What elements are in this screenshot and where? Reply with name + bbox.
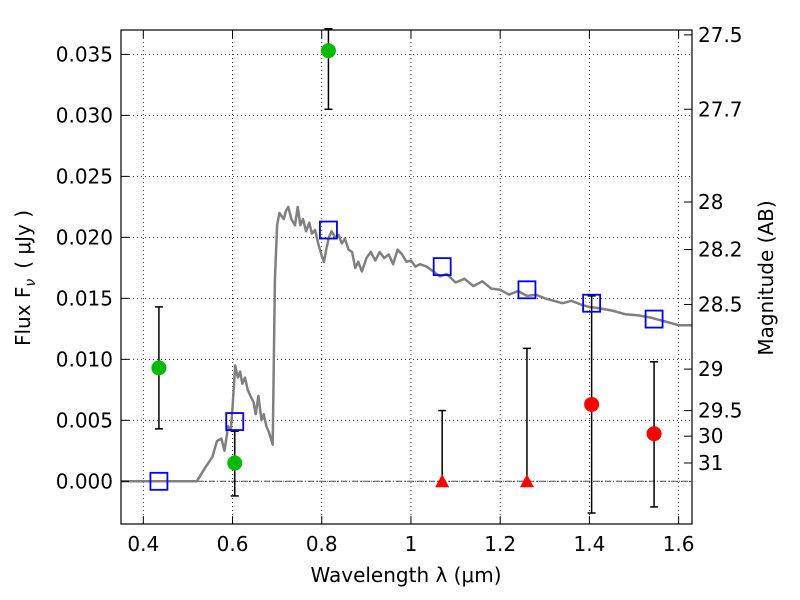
x-axis-label: Wavelength λ (μm) (310, 563, 501, 587)
model-spectrum (121, 205, 692, 483)
model-photometry-square (319, 220, 338, 240)
x-tick-label: 0.4 (127, 532, 159, 556)
model-spectrum-line (121, 205, 692, 483)
model-photometry-square (432, 257, 452, 277)
y-tick-label: 0.005 (56, 408, 113, 432)
model-photometry-square (149, 471, 169, 491)
x-tick-labels: 0.4 0.6 0.8 1 1.2 1.4 1.6 (127, 532, 694, 556)
axis-ticks (121, 30, 692, 524)
detection-point (227, 455, 243, 471)
x-tick-label: 0.8 (306, 532, 338, 556)
y-tick-label: 0.035 (56, 42, 113, 66)
y2-tick-label: 29 (698, 357, 723, 381)
upper-limit-triangle (435, 474, 450, 488)
gridlines (121, 30, 692, 524)
x-tick-label: 1.6 (663, 532, 695, 556)
y2-tick-label: 31 (698, 451, 723, 475)
detection-point (151, 360, 167, 376)
y2-tick-label: 30 (698, 424, 723, 448)
plot-frame (120, 29, 693, 525)
model-photometry-square (517, 280, 537, 300)
error-bars (154, 28, 659, 514)
y-tick-label: 0.025 (56, 164, 113, 188)
x-tick-label: 1 (405, 532, 418, 556)
y-tick-label: 0.015 (56, 286, 113, 310)
upper-limit-point (646, 426, 662, 442)
upper-limit-triangle (519, 474, 534, 488)
y2-tick-label: 28.5 (698, 292, 743, 316)
detection-point (320, 43, 336, 59)
y2-axis-label: Magnitude (AB) (754, 200, 778, 355)
y-axis-label-main: Flux F (11, 287, 35, 346)
y-tick-label: 0.000 (56, 469, 113, 493)
y-tick-labels: 0.000 0.005 0.010 0.015 0.020 0.025 0.030 0.035 (56, 42, 113, 493)
y-tick-label: 0.030 (56, 103, 113, 127)
y2-tick-label: 27.7 (698, 97, 743, 121)
x-tick-label: 0.6 (217, 532, 249, 556)
y-axis-label-sub: ν (23, 279, 39, 287)
y2-tick-label: 27.5 (698, 23, 743, 47)
y2-tick-label: 29.5 (698, 399, 743, 423)
upper-limit-point (584, 396, 600, 412)
model-photometry-square (582, 293, 602, 313)
x-tick-label: 1.4 (573, 532, 605, 556)
y-axis-label-unit: ( μJy ) (11, 210, 35, 269)
y-tick-label: 0.010 (56, 347, 113, 371)
y2-tick-labels: 27.5 27.7 28 28.2 28.5 29 29.530 31 (698, 23, 743, 475)
x-tick-label: 1.2 (484, 532, 516, 556)
y2-tick-label: 28 (698, 190, 723, 214)
y-tick-label: 0.020 (56, 225, 113, 249)
y2-tick-label: 28.2 (698, 238, 743, 262)
model-photometry-square (225, 412, 245, 431)
data-markers (149, 43, 664, 491)
model-photometry-square (644, 309, 664, 329)
y-axis-label: Flux Fν ( μJy ) (11, 210, 39, 346)
